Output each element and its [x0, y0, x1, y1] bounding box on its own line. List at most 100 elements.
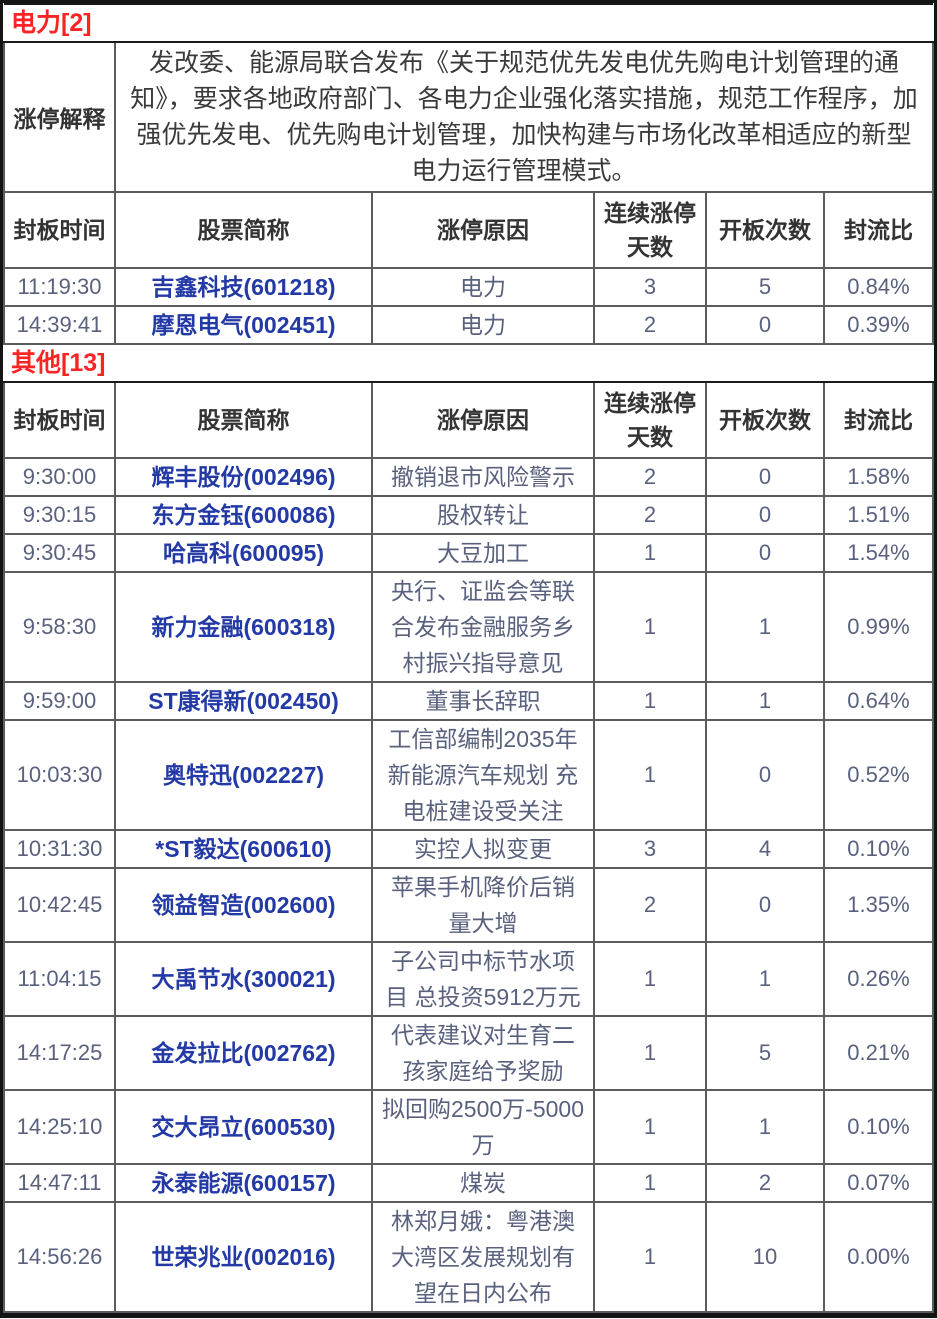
table-row: 10:31:30 *ST毅达(600610) 实控人拟变更 3 4 0.10%	[3, 829, 934, 869]
stock-name-link[interactable]: 哈高科(600095)	[114, 533, 373, 573]
seal-ratio: 0.26%	[823, 941, 934, 1017]
seal-ratio: 1.58%	[823, 457, 934, 497]
seal-time: 9:30:00	[3, 457, 116, 497]
open-count: 0	[705, 719, 825, 831]
col-header-seal-time: 封板时间	[3, 381, 116, 459]
limit-reason: 林郑月娥：粤港澳大湾区发展规划有望在日内公布	[371, 1201, 595, 1313]
open-count: 1	[705, 941, 825, 1017]
section-header-row: 电力[2]	[4, 3, 933, 43]
open-count: 0	[705, 305, 825, 345]
limit-reason: 实控人拟变更	[371, 829, 595, 869]
seal-ratio: 0.07%	[823, 1163, 934, 1203]
limit-reason: 子公司中标节水项目 总投资5912万元	[371, 941, 595, 1017]
table-row: 10:42:45 领益智造(002600) 苹果手机降价后销量大增 2 0 1.…	[3, 867, 934, 943]
stock-name-link[interactable]: 大禹节水(300021)	[114, 941, 373, 1017]
limit-reason: 苹果手机降价后销量大增	[371, 867, 595, 943]
seal-ratio: 1.54%	[823, 533, 934, 573]
consecutive-days: 1	[593, 1201, 707, 1313]
limit-reason: 煤炭	[371, 1163, 595, 1203]
col-header-stock-name: 股票简称	[114, 191, 373, 269]
column-header-row: 封板时间 股票简称 涨停原因 连续涨停天数 开板次数 封流比	[3, 381, 934, 459]
table-row: 9:30:45 哈高科(600095) 大豆加工 1 0 1.54%	[3, 533, 934, 573]
consecutive-days: 3	[593, 829, 707, 869]
section-header-row: 其他[13]	[4, 343, 933, 383]
limit-reason: 董事长辞职	[371, 681, 595, 721]
open-count: 0	[705, 495, 825, 535]
limit-up-table: 电力[2] 涨停解释 发改委、能源局联合发布《关于规范优先发电优先购电计划管理的…	[3, 3, 934, 1313]
seal-time: 11:19:30	[3, 267, 116, 307]
stock-name-link[interactable]: 摩恩电气(002451)	[114, 305, 373, 345]
col-header-seal-time: 封板时间	[3, 191, 116, 269]
open-count: 2	[705, 1163, 825, 1203]
table-row: 14:39:41 摩恩电气(002451) 电力 2 0 0.39%	[3, 305, 934, 345]
seal-ratio: 0.00%	[823, 1201, 934, 1313]
table-row: 9:30:15 东方金钰(600086) 股权转让 2 0 1.51%	[3, 495, 934, 535]
limit-reason: 大豆加工	[371, 533, 595, 573]
stock-name-link[interactable]: 金发拉比(002762)	[114, 1015, 373, 1091]
seal-time: 9:30:15	[3, 495, 116, 535]
seal-ratio: 0.64%	[823, 681, 934, 721]
seal-ratio: 0.10%	[823, 829, 934, 869]
open-count: 5	[705, 1015, 825, 1091]
section-power: 电力[2] 涨停解释 发改委、能源局联合发布《关于规范优先发电优先购电计划管理的…	[3, 3, 934, 345]
seal-ratio: 1.35%	[823, 867, 934, 943]
seal-time: 9:30:45	[3, 533, 116, 573]
column-header-row: 封板时间 股票简称 涨停原因 连续涨停天数 开板次数 封流比	[3, 191, 934, 269]
stock-name-link[interactable]: 世荣兆业(002016)	[114, 1201, 373, 1313]
stock-name-link[interactable]: 领益智造(002600)	[114, 867, 373, 943]
consecutive-days: 1	[593, 719, 707, 831]
table-row: 14:56:26 世荣兆业(002016) 林郑月娥：粤港澳大湾区发展规划有望在…	[3, 1201, 934, 1313]
stock-name-link[interactable]: *ST毅达(600610)	[114, 829, 373, 869]
limit-reason: 央行、证监会等联合发布金融服务乡村振兴指导意见	[371, 571, 595, 683]
col-header-stock-name: 股票简称	[114, 381, 373, 459]
col-header-seal-ratio: 封流比	[823, 191, 934, 269]
stock-name-link[interactable]: 东方金钰(600086)	[114, 495, 373, 535]
seal-ratio: 0.99%	[823, 571, 934, 683]
open-count: 1	[705, 1089, 825, 1165]
seal-time: 10:42:45	[3, 867, 116, 943]
seal-ratio: 0.39%	[823, 305, 934, 345]
consecutive-days: 1	[593, 533, 707, 573]
seal-time: 14:25:10	[3, 1089, 116, 1165]
open-count: 10	[705, 1201, 825, 1313]
consecutive-days: 2	[593, 495, 707, 535]
seal-time: 14:17:25	[3, 1015, 116, 1091]
seal-time: 9:58:30	[3, 571, 116, 683]
col-header-consecutive-days: 连续涨停天数	[593, 191, 707, 269]
limit-reason: 电力	[371, 305, 595, 345]
col-header-open-count: 开板次数	[705, 381, 825, 459]
explanation-row: 涨停解释 发改委、能源局联合发布《关于规范优先发电优先购电计划管理的通知》，要求…	[3, 41, 934, 193]
open-count: 4	[705, 829, 825, 869]
stock-name-link[interactable]: 新力金融(600318)	[114, 571, 373, 683]
stock-name-link[interactable]: 永泰能源(600157)	[114, 1163, 373, 1203]
col-header-open-count: 开板次数	[705, 191, 825, 269]
seal-time: 10:31:30	[3, 829, 116, 869]
table-row: 14:47:11 永泰能源(600157) 煤炭 1 2 0.07%	[3, 1163, 934, 1203]
seal-time: 10:03:30	[3, 719, 116, 831]
limit-reason: 撤销退市风险警示	[371, 457, 595, 497]
section-other: 其他[13] 封板时间 股票简称 涨停原因 连续涨停天数 开板次数 封流比 9:…	[3, 343, 934, 1313]
stock-name-link[interactable]: 交大昂立(600530)	[114, 1089, 373, 1165]
stock-name-link[interactable]: 奥特迅(002227)	[114, 719, 373, 831]
open-count: 0	[705, 457, 825, 497]
col-header-consecutive-days: 连续涨停天数	[593, 381, 707, 459]
seal-time: 11:04:15	[3, 941, 116, 1017]
stock-name-link[interactable]: ST康得新(002450)	[114, 681, 373, 721]
stock-name-link[interactable]: 吉鑫科技(601218)	[114, 267, 373, 307]
consecutive-days: 1	[593, 571, 707, 683]
stock-name-link[interactable]: 辉丰股份(002496)	[114, 457, 373, 497]
consecutive-days: 1	[593, 1015, 707, 1091]
table-row: 9:59:00 ST康得新(002450) 董事长辞职 1 1 0.64%	[3, 681, 934, 721]
open-count: 5	[705, 267, 825, 307]
open-count: 0	[705, 533, 825, 573]
table-row: 14:17:25 金发拉比(002762) 代表建议对生育二孩家庭给予奖励 1 …	[3, 1015, 934, 1091]
limit-reason: 工信部编制2035年新能源汽车规划 充电桩建设受关注	[371, 719, 595, 831]
seal-ratio: 1.51%	[823, 495, 934, 535]
open-count: 1	[705, 571, 825, 683]
section-title: 电力[2]	[4, 3, 933, 43]
open-count: 1	[705, 681, 825, 721]
table-row: 10:03:30 奥特迅(002227) 工信部编制2035年新能源汽车规划 充…	[3, 719, 934, 831]
col-header-limit-reason: 涨停原因	[371, 381, 595, 459]
seal-time: 9:59:00	[3, 681, 116, 721]
